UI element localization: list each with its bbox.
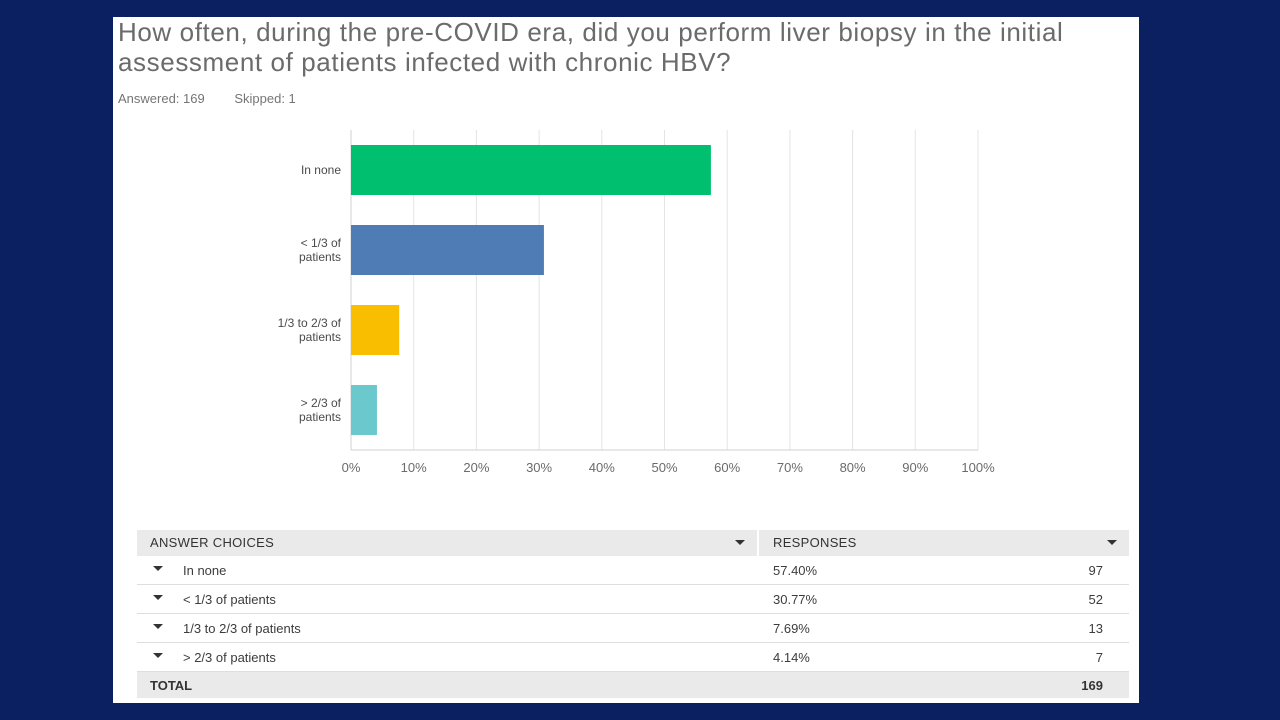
response-count: 52 [1088,591,1103,607]
x-tick-label: 100% [961,460,995,475]
answer-choices-header[interactable]: ANSWER CHOICES [137,530,757,556]
answer-choice-cell: > 2/3 of patients [137,650,757,665]
expand-caret-icon[interactable] [153,623,163,629]
x-tick-label: 60% [714,460,740,475]
question-title: How often, during the pre-COVID era, did… [118,17,1064,77]
answer-choice-cell: 1/3 to 2/3 of patients [137,621,757,636]
expand-caret-icon[interactable] [153,594,163,600]
expand-caret-icon[interactable] [153,565,163,571]
survey-panel: How often, during the pre-COVID era, did… [113,17,1139,703]
response-count: 97 [1088,562,1103,578]
category-label: patients [299,250,341,264]
table-row: < 1/3 of patients 30.77% 52 [137,585,1129,614]
answer-choice-label: 1/3 to 2/3 of patients [183,620,301,636]
responses-header[interactable]: RESPONSES [757,530,1129,556]
table-row: 1/3 to 2/3 of patients 7.69% 13 [137,614,1129,643]
x-tick-label: 10% [401,460,427,475]
answer-choice-label: > 2/3 of patients [183,649,276,665]
bar [351,305,400,355]
table-row: > 2/3 of patients 4.14% 7 [137,643,1129,672]
skipped-count: Skipped: 1 [234,91,296,106]
answer-choice-label: In none [183,562,227,578]
response-percent: 7.69% [773,620,810,636]
sort-caret-icon[interactable] [735,540,745,545]
x-tick-label: 50% [651,460,677,475]
total-label: TOTAL [150,677,193,693]
x-tick-label: 90% [902,460,928,475]
expand-caret-icon[interactable] [153,652,163,658]
answer-choice-cell: In none [137,563,757,578]
answer-choice-label: < 1/3 of patients [183,591,276,607]
response-percent: 30.77% [773,591,818,607]
response-count: 13 [1088,620,1103,636]
category-label: patients [299,330,341,344]
x-tick-label: 0% [342,460,361,475]
response-stats: Answered: 169 Skipped: 1 [118,91,322,106]
bar [351,385,377,435]
x-tick-label: 70% [777,460,803,475]
responses-header-label: RESPONSES [773,535,857,550]
response-count: 7 [1095,649,1103,665]
bar [351,145,711,195]
category-label: patients [299,410,341,424]
category-label: < 1/3 of [301,236,342,250]
bar [351,225,544,275]
sort-caret-icon[interactable] [1107,540,1117,545]
total-row: TOTAL 169 [137,672,1129,698]
category-label: 1/3 to 2/3 of [278,316,342,330]
category-label: In none [301,163,341,177]
response-percent: 57.40% [773,562,818,578]
x-tick-label: 80% [840,460,866,475]
responses-table: ANSWER CHOICES RESPONSES In none 57.40% 97… [137,530,1129,698]
total-count: 169 [1081,677,1103,693]
x-tick-label: 40% [589,460,615,475]
table-row: In none 57.40% 97 [137,556,1129,585]
answer-choice-cell: < 1/3 of patients [137,592,757,607]
answer-choices-header-label: ANSWER CHOICES [150,535,275,550]
response-percent: 4.14% [773,649,810,665]
x-tick-label: 30% [526,460,552,475]
answered-count: Answered: 169 [118,91,205,106]
category-label: > 2/3 of [301,396,342,410]
x-tick-label: 20% [463,460,489,475]
table-header: ANSWER CHOICES RESPONSES [137,530,1129,556]
